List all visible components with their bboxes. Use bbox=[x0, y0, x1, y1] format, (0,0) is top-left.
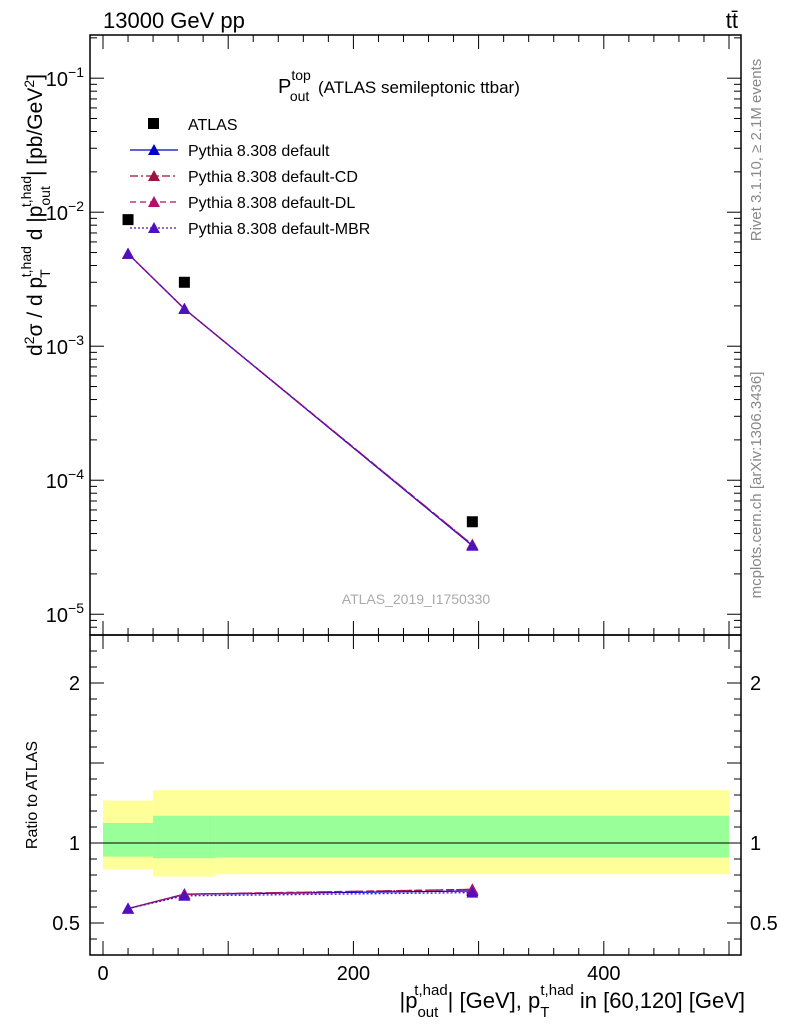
mc-point-4 bbox=[178, 302, 191, 314]
ratio-line-1 bbox=[127, 888, 473, 910]
legend-marker-1 bbox=[148, 144, 160, 155]
ratio-point-3 bbox=[122, 902, 135, 914]
legend-marker-3 bbox=[148, 196, 160, 207]
x-axis-label: |poutt,had| [GeV], pTt,had in [60,120] [… bbox=[399, 982, 745, 1021]
ratio-bands bbox=[90, 790, 741, 877]
ratio-point-3 bbox=[466, 886, 479, 898]
mcplots-label: mcplots.cern.ch [arXiv:1306.3436] bbox=[748, 372, 765, 599]
ratio-series-layer bbox=[122, 883, 479, 914]
legend-label-1: Pythia 8.308 default bbox=[188, 143, 330, 160]
legend-marker-2 bbox=[148, 170, 160, 181]
legend-marker-4 bbox=[148, 222, 160, 233]
mc-point-4 bbox=[122, 247, 135, 259]
main-y-tick-label: 10−3 bbox=[46, 332, 84, 359]
legend-marker-atlas bbox=[148, 118, 159, 129]
legend: ATLAS Pythia 8.308 default Pythia 8.308 de… bbox=[130, 117, 370, 238]
ratio-y-tick-label-left: 1 bbox=[69, 833, 80, 855]
title-sup: top bbox=[291, 67, 311, 83]
legend-label-2: Pythia 8.308 default-CD bbox=[188, 169, 358, 186]
atlas-data-point bbox=[466, 516, 478, 528]
atlas-data-point bbox=[178, 276, 190, 288]
title-rest: (ATLAS semileptonic ttbar) bbox=[313, 78, 520, 97]
analysis-id: ATLAS_2019_I1750330 bbox=[342, 591, 491, 607]
chart-title: Ptop out (ATLAS semileptonic ttbar) bbox=[278, 67, 520, 104]
main-y-tick-label: 10−5 bbox=[46, 600, 84, 627]
main-y-tick-label: 10−1 bbox=[46, 64, 84, 91]
mc-point-4 bbox=[466, 539, 479, 551]
mc-line-2 bbox=[127, 253, 473, 546]
ratio-y-tick-label-left: 0.5 bbox=[52, 913, 80, 935]
title-sub: out bbox=[290, 88, 310, 104]
stat-uncertainty-band bbox=[153, 815, 216, 859]
ratio-y-tick-label-right: 2 bbox=[750, 673, 761, 695]
rivet-label: Rivet 3.1.10, ≥ 2.1M events bbox=[748, 59, 765, 242]
atlas-data-point bbox=[122, 214, 134, 226]
legend-label-3: Pythia 8.308 default-DL bbox=[188, 195, 355, 212]
ratio-y-tick-label-right: 1 bbox=[750, 833, 761, 855]
main-y-tick-label: 10−4 bbox=[46, 466, 84, 493]
title-main: P bbox=[278, 76, 291, 98]
mc-line-3 bbox=[127, 253, 473, 546]
process-label: tt̄ bbox=[726, 8, 738, 33]
ratio-y-axis-label: Ratio to ATLAS bbox=[24, 741, 41, 849]
main-y-tick-label: 10−2 bbox=[46, 198, 84, 225]
legend-label-0: ATLAS bbox=[188, 117, 238, 134]
x-tick-label: 200 bbox=[337, 963, 370, 985]
ratio-y-tick-label-right: 0.5 bbox=[750, 913, 778, 935]
main-series-layer bbox=[122, 214, 479, 551]
legend-label-4: Pythia 8.308 default-MBR bbox=[188, 221, 370, 238]
stat-uncertainty-band bbox=[215, 815, 729, 858]
stat-uncertainty-band bbox=[103, 823, 154, 857]
energy-label: 13000 GeV pp bbox=[103, 8, 245, 33]
ratio-line-2 bbox=[127, 888, 473, 910]
axes-layer: 10−1 10−2 10−3 10−4 10−5 0 200 400 0.5 0.5 1 1 2 2 bbox=[46, 34, 778, 985]
x-tick-label: 400 bbox=[587, 963, 620, 985]
x-tick-label: 0 bbox=[97, 963, 108, 985]
ratio-point-3 bbox=[178, 889, 191, 901]
ratio-y-tick-label-left: 2 bbox=[69, 673, 80, 695]
